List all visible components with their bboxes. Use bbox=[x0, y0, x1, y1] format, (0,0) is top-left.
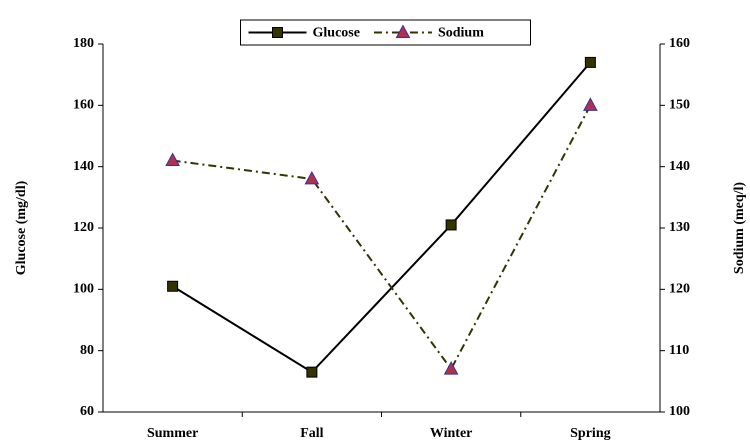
legend-label: Glucose bbox=[313, 26, 360, 41]
y-tick-label: 120 bbox=[73, 220, 94, 235]
series-line bbox=[172, 104, 592, 371]
y-tick-label: 60 bbox=[80, 404, 94, 419]
y-tick-label: 100 bbox=[73, 282, 94, 297]
marker bbox=[583, 97, 598, 111]
marker bbox=[165, 152, 180, 167]
marker bbox=[443, 361, 459, 375]
x-tick-label: Winter bbox=[430, 426, 473, 441]
marker bbox=[584, 56, 596, 68]
marker bbox=[306, 366, 318, 378]
x-tick-label: Summer bbox=[147, 426, 198, 441]
y2-tick-label: 120 bbox=[669, 282, 690, 297]
y-tick-label: 140 bbox=[73, 159, 94, 174]
marker bbox=[445, 219, 457, 231]
marker bbox=[304, 170, 320, 185]
y2-tick-label: 150 bbox=[669, 98, 690, 113]
marker bbox=[272, 27, 283, 38]
y2-axis-label: Sodium (meq/l) bbox=[732, 182, 747, 275]
y2-tick-label: 140 bbox=[669, 159, 690, 174]
marker bbox=[395, 24, 411, 38]
series-line bbox=[172, 61, 592, 374]
y-tick-label: 80 bbox=[80, 343, 94, 358]
y-tick-label: 160 bbox=[73, 98, 94, 113]
y-axis-label: Glucose (mg/dl) bbox=[14, 180, 29, 275]
y2-tick-label: 160 bbox=[669, 36, 690, 51]
x-tick-label: Spring bbox=[570, 426, 610, 441]
y2-tick-label: 130 bbox=[669, 220, 690, 235]
y-tick-label: 180 bbox=[73, 36, 94, 51]
y2-tick-label: 100 bbox=[669, 404, 690, 419]
marker bbox=[167, 280, 179, 292]
legend-label: Sodium bbox=[438, 26, 484, 41]
x-tick-label: Fall bbox=[300, 426, 323, 441]
y2-tick-label: 110 bbox=[669, 343, 689, 358]
